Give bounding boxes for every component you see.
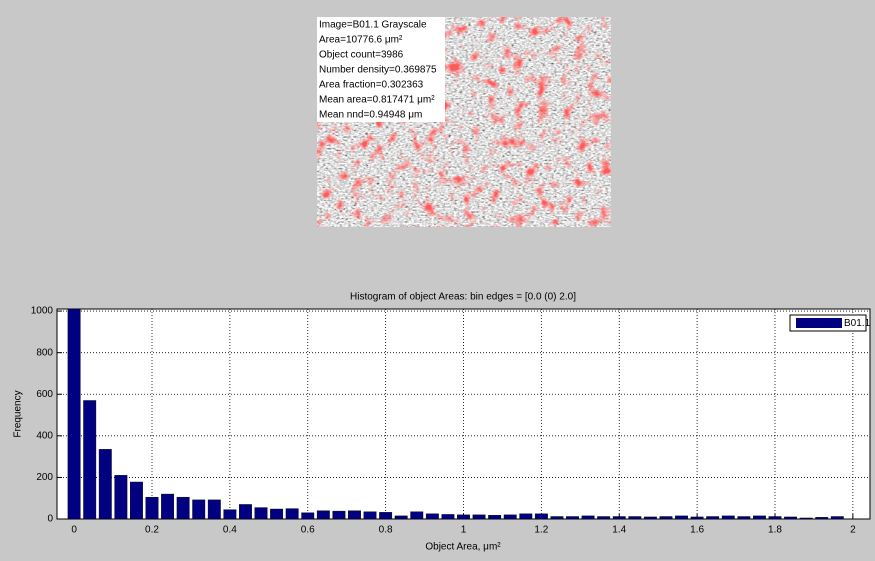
- histogram-bar: [286, 509, 298, 519]
- histogram-bar: [99, 449, 111, 519]
- histogram-bar: [488, 515, 500, 519]
- histogram-bar: [442, 514, 454, 519]
- histogram-bar: [473, 515, 485, 519]
- histogram-bar: [520, 514, 532, 519]
- histogram-bar: [535, 514, 547, 519]
- legend-label: B01.1: [844, 318, 871, 329]
- histogram-bar: [566, 517, 578, 519]
- histogram-bar: [115, 475, 127, 519]
- x-tick-label: 0.6: [301, 525, 315, 536]
- histogram-bar: [379, 512, 391, 519]
- x-tick-label: 1: [461, 525, 467, 536]
- histogram-bar: [208, 500, 220, 519]
- histogram-bar: [551, 517, 563, 519]
- histogram-bar: [691, 517, 703, 519]
- histogram-bar: [426, 514, 438, 519]
- histogram-bar: [83, 400, 95, 519]
- histogram-bar: [504, 515, 516, 519]
- info-line: Mean nnd=0.94948 μm: [319, 110, 422, 121]
- histogram-bar: [582, 516, 594, 519]
- y-tick-label: 200: [36, 472, 53, 483]
- histogram-bar: [597, 517, 609, 519]
- x-tick-label: 0.2: [145, 525, 159, 536]
- info-line: Number density=0.369875: [319, 65, 437, 76]
- histogram-bar: [255, 508, 267, 519]
- histogram-bar: [68, 309, 80, 519]
- x-tick-label: 1.6: [690, 525, 704, 536]
- y-tick-label: 1000: [31, 306, 54, 317]
- y-tick-label: 600: [36, 389, 53, 400]
- x-tick-label: 0: [71, 525, 77, 536]
- histogram-bar: [193, 500, 205, 519]
- histogram-bar: [239, 504, 251, 519]
- histogram-bar: [302, 513, 314, 519]
- histogram-bar: [769, 517, 781, 519]
- histogram-bar: [130, 482, 142, 519]
- info-line: Mean area=0.817471 μm²: [319, 95, 435, 106]
- histogram-bar: [146, 497, 158, 519]
- info-line: Area=10776.6 μm²: [319, 35, 403, 46]
- x-tick-label: 0.8: [379, 525, 393, 536]
- histogram-bar: [738, 517, 750, 519]
- x-tick-label: 2: [850, 525, 856, 536]
- legend-swatch: [796, 318, 842, 328]
- info-line: Area fraction=0.302363: [319, 80, 424, 91]
- y-tick-label: 0: [47, 514, 53, 525]
- histogram-bar: [644, 517, 656, 519]
- histogram-bar: [177, 497, 189, 519]
- histogram-bar: [395, 516, 407, 519]
- x-tick-label: 1.2: [534, 525, 548, 536]
- x-tick-label: 1.4: [612, 525, 626, 536]
- histogram-bar: [784, 517, 796, 519]
- histogram-bar: [333, 511, 345, 519]
- y-axis-label: Frequency: [13, 390, 24, 437]
- histogram-bar: [364, 512, 376, 519]
- histogram-bar: [317, 511, 329, 519]
- x-tick-label: 0.4: [223, 525, 237, 536]
- histogram-bar: [270, 509, 282, 519]
- info-line: Image=B01.1 Grayscale: [319, 20, 427, 31]
- histogram-bar: [224, 510, 236, 519]
- histogram-bar: [815, 517, 827, 519]
- histogram-bar: [629, 517, 641, 519]
- histogram-bar: [831, 517, 843, 519]
- histogram-bar: [675, 516, 687, 519]
- histogram-bar: [348, 511, 360, 519]
- histogram-bar: [411, 512, 423, 519]
- chart-title: Histogram of object Areas: bin edges = […: [350, 292, 576, 303]
- histogram-bar: [660, 517, 672, 519]
- figure: Image=B01.1 Grayscale Area=10776.6 μm² Obj…: [0, 0, 875, 561]
- y-tick-label: 400: [36, 430, 53, 441]
- x-axis-label: Object Area, μm²: [425, 542, 501, 553]
- histogram-bar: [161, 494, 173, 519]
- histogram-bar: [457, 515, 469, 519]
- y-tick-label: 800: [36, 347, 53, 358]
- histogram-bar: [800, 518, 812, 519]
- histogram-bar: [706, 517, 718, 519]
- x-tick-label: 1.8: [768, 525, 782, 536]
- info-line: Object count=3986: [319, 50, 404, 61]
- histogram-bar: [722, 516, 734, 519]
- histogram-bar: [753, 516, 765, 519]
- histogram-bar: [613, 517, 625, 519]
